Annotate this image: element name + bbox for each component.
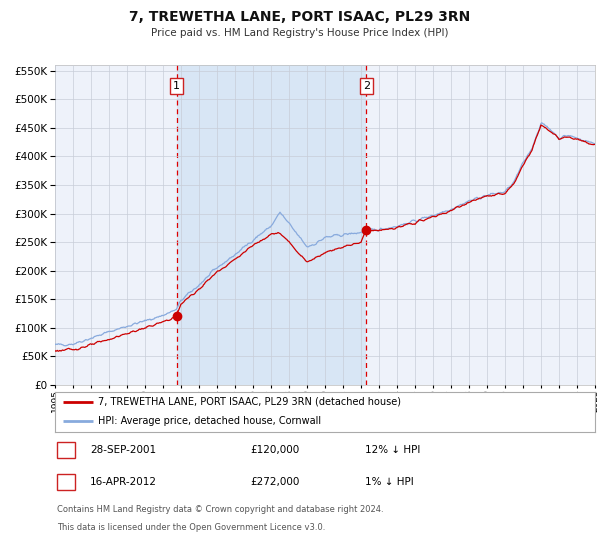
Text: 7, TREWETHA LANE, PORT ISAAC, PL29 3RN (detached house): 7, TREWETHA LANE, PORT ISAAC, PL29 3RN (… <box>98 397 401 407</box>
Text: 1: 1 <box>62 445 70 455</box>
Text: 1% ↓ HPI: 1% ↓ HPI <box>365 477 414 487</box>
Text: £272,000: £272,000 <box>250 477 299 487</box>
Text: 16-APR-2012: 16-APR-2012 <box>90 477 157 487</box>
Text: 12% ↓ HPI: 12% ↓ HPI <box>365 445 421 455</box>
Text: 7, TREWETHA LANE, PORT ISAAC, PL29 3RN: 7, TREWETHA LANE, PORT ISAAC, PL29 3RN <box>130 10 470 24</box>
Text: 2: 2 <box>362 81 370 91</box>
Text: 1: 1 <box>173 81 180 91</box>
Text: HPI: Average price, detached house, Cornwall: HPI: Average price, detached house, Corn… <box>98 416 322 426</box>
Text: Price paid vs. HM Land Registry's House Price Index (HPI): Price paid vs. HM Land Registry's House … <box>151 28 449 38</box>
Bar <box>176 65 366 385</box>
Text: This data is licensed under the Open Government Licence v3.0.: This data is licensed under the Open Gov… <box>57 524 325 533</box>
Text: £120,000: £120,000 <box>250 445 299 455</box>
Text: 28-SEP-2001: 28-SEP-2001 <box>90 445 156 455</box>
Text: 2: 2 <box>62 477 70 487</box>
Text: Contains HM Land Registry data © Crown copyright and database right 2024.: Contains HM Land Registry data © Crown c… <box>57 506 383 515</box>
